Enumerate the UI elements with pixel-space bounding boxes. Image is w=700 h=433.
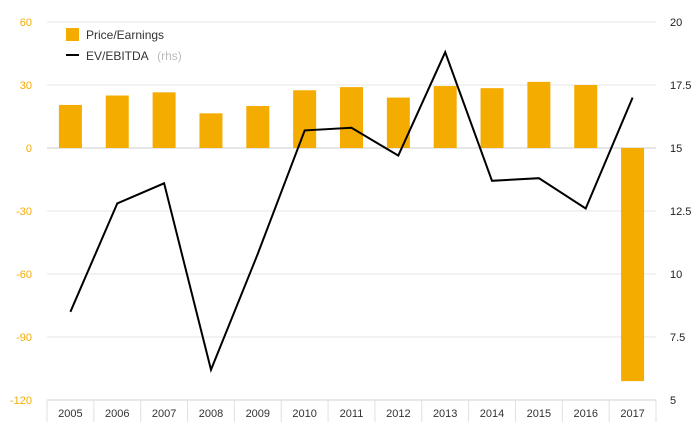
bar-2006 [105,95,129,148]
y-right-tick-label: 12.5 [670,206,691,218]
bar-2014 [480,88,504,148]
bar-2008 [199,113,223,148]
legend: Price/Earnings EV/EBITDA (rhs) [66,28,182,64]
x-tick-label: 2010 [292,408,316,420]
bar-2015 [527,81,551,148]
x-tick-label: 2017 [620,408,644,420]
bar-2017 [621,148,645,382]
y-right-tick-label: 15 [670,143,682,155]
line-series [69,49,634,374]
legend-label-line-name: EV/EBITDA [86,49,149,63]
legend-swatch-bar [66,28,79,41]
y-left-tick-label: 60 [20,17,32,29]
bar-2005 [58,104,82,148]
bar-series [58,81,645,382]
y-left-tick-label: 0 [26,143,32,155]
x-tick-label: 2014 [480,408,504,420]
x-tick-label: 2015 [527,408,551,420]
x-tick-label: 2006 [105,408,129,420]
bar-2016 [574,85,598,148]
bar-2012 [386,97,410,148]
y-right-tick-label: 20 [670,17,682,29]
y-left-tick-label: -30 [16,206,32,218]
x-tick-label: 2016 [573,408,597,420]
line-ev-ebitda [69,49,634,374]
y-left-tick-label: -120 [10,395,32,407]
bar-2013 [433,86,457,148]
y-right-tick-label: 10 [670,269,682,281]
legend-label-line: EV/EBITDA (rhs) [86,47,182,64]
gridlines [47,21,656,401]
y-right-tick-label: 7.5 [670,332,685,344]
legend-label-line-suffix: (rhs) [157,49,182,63]
x-tick-label: 2011 [340,408,364,420]
bar-2010 [293,90,317,148]
axes: 60 30 0 -30 -60 -90 -120 20 17.5 15 12.5 10 7.5 5 2005… [10,17,691,422]
x-tick-label: 2012 [386,408,410,420]
y-left-tick-label: -60 [16,269,32,281]
x-tick-label: 2013 [433,408,457,420]
bar-2009 [246,106,270,148]
legend-label-bar: Price/Earnings [86,28,164,42]
bar-2007 [152,92,176,148]
y-left-tick-label: -90 [16,332,32,344]
x-tick-label: 2007 [152,408,176,420]
x-tick-label: 2009 [246,408,270,420]
x-tick-label: 2005 [58,408,82,420]
bar-2011 [340,87,363,148]
x-tick-label: 2008 [199,408,223,420]
y-right-tick-label: 5 [670,395,676,407]
y-left-tick-label: 30 [20,80,32,92]
y-right-tick-label: 17.5 [670,80,691,92]
